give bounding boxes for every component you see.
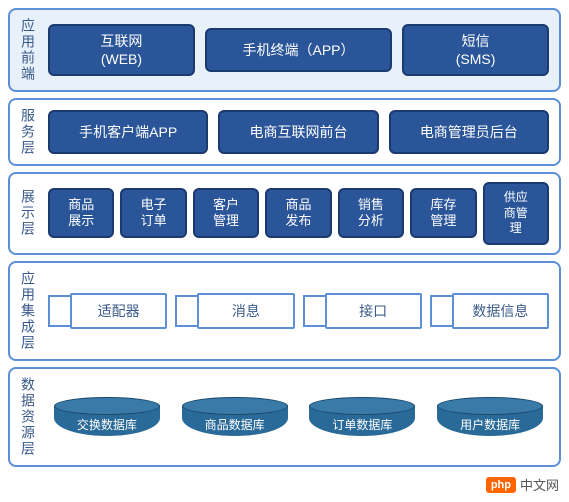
box-text: 电商互联网前台 <box>249 123 347 141</box>
chain-adapter: 适配器 <box>48 293 167 329</box>
box-text: 电商管理员后台 <box>420 123 518 141</box>
cylinder-user-db: 用户数据库 <box>431 397 549 436</box>
box-web-front: 电商互联网前台 <box>218 110 378 154</box>
layer-data: 数据资源层 交换数据库 商品数据库 订单数据库 用户数据库 <box>8 367 561 467</box>
box-mobile-client: 手机客户端APP <box>48 110 208 154</box>
box-text: 客户 <box>213 197 239 214</box>
box-text: 管理 <box>213 213 239 230</box>
layer-content-data: 交换数据库 商品数据库 订单数据库 用户数据库 <box>48 377 549 457</box>
chain-connector <box>430 295 454 327</box>
chain-connector <box>175 295 199 327</box>
layer-integration: 应用集成层 适配器 消息 接口 数据信息 <box>8 261 561 361</box>
layer-frontend: 应用前端 互联网 (WEB) 手机终端（APP） 短信 (SMS) <box>8 8 561 92</box>
chain-box-adapter: 适配器 <box>70 293 167 329</box>
watermark-text: 中文网 <box>520 475 559 494</box>
layer-content-frontend: 互联网 (WEB) 手机终端（APP） 短信 (SMS) <box>48 18 549 82</box>
chain-datainfo: 数据信息 <box>430 293 549 329</box>
box-text: 分析 <box>358 213 384 230</box>
box-inventory-mgmt: 库存 管理 <box>410 188 476 238</box>
chain-box-interface: 接口 <box>325 293 422 329</box>
box-text: 商品 <box>68 197 94 214</box>
box-sales-analysis: 销售 分析 <box>338 188 404 238</box>
chain-connector <box>303 295 327 327</box>
layer-presentation: 展示层 商品 展示 电子 订单 客户 管理 商品 发布 销售 分析 库存 管理 … <box>8 172 561 255</box>
layer-content-integration: 适配器 消息 接口 数据信息 <box>48 271 549 351</box>
box-product-display: 商品 展示 <box>48 188 114 238</box>
watermark: php 中文网 <box>486 475 559 494</box>
chain-box-datainfo: 数据信息 <box>452 293 549 329</box>
box-web: 互联网 (WEB) <box>48 24 195 76</box>
box-eorder: 电子 订单 <box>120 188 186 238</box>
box-product-publish: 商品 发布 <box>265 188 331 238</box>
box-text: 供应 <box>504 190 528 206</box>
layer-service: 服务层 手机客户端APP 电商互联网前台 电商管理员后台 <box>8 98 561 166</box>
layer-label-integration: 应用集成层 <box>16 271 40 351</box>
box-text: 商管 <box>504 206 528 222</box>
box-sms: 短信 (SMS) <box>402 24 549 76</box>
layer-label-data: 数据资源层 <box>16 377 40 457</box>
box-text: (WEB) <box>101 50 142 68</box>
box-text: 手机终端（APP） <box>242 41 354 59</box>
box-text: 库存 <box>430 197 456 214</box>
box-text: 订单 <box>141 213 167 230</box>
box-admin-back: 电商管理员后台 <box>389 110 549 154</box>
box-text: (SMS) <box>456 50 496 68</box>
box-text: 商品 <box>285 197 311 214</box>
chain-interface: 接口 <box>303 293 422 329</box>
cylinder-order-db: 订单数据库 <box>304 397 422 436</box>
box-text: 手机客户端APP <box>79 123 177 141</box>
box-customer-mgmt: 客户 管理 <box>193 188 259 238</box>
box-text: 管理 <box>430 213 456 230</box>
box-text: 销售 <box>358 197 384 214</box>
watermark-badge: php <box>486 477 516 493</box>
box-text: 短信 <box>462 32 490 50</box>
box-supplier-mgmt: 供应 商管 理 <box>483 182 549 245</box>
layer-content-service: 手机客户端APP 电商互联网前台 电商管理员后台 <box>48 108 549 156</box>
chain-box-message: 消息 <box>197 293 294 329</box>
chain-message: 消息 <box>175 293 294 329</box>
layer-label-service: 服务层 <box>16 108 40 156</box>
chain-connector <box>48 295 72 327</box>
layer-label-frontend: 应用前端 <box>16 18 40 82</box>
layer-label-presentation: 展示层 <box>16 182 40 245</box>
box-app: 手机终端（APP） <box>205 28 392 72</box>
box-text: 展示 <box>68 213 94 230</box>
box-text: 发布 <box>285 213 311 230</box>
box-text: 电子 <box>141 197 167 214</box>
cylinder-exchange-db: 交换数据库 <box>48 397 166 436</box>
layer-content-presentation: 商品 展示 电子 订单 客户 管理 商品 发布 销售 分析 库存 管理 供应 商… <box>48 182 549 245</box>
box-text: 互联网 <box>100 32 142 50</box>
cylinder-product-db: 商品数据库 <box>176 397 294 436</box>
box-text: 理 <box>510 221 522 237</box>
